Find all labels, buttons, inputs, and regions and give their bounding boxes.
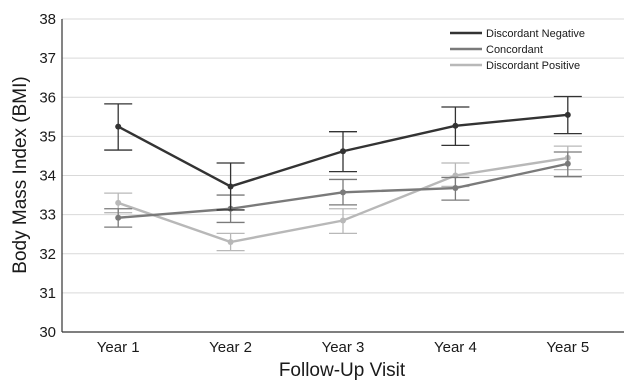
y-tick-label: 32 [39,246,56,263]
y-tick-label: 36 [39,89,56,106]
legend-item: Discordant Negative [450,28,585,40]
data-point [340,189,346,196]
x-tick-label: Year 5 [546,339,589,356]
axes [61,19,624,333]
legend: Discordant Negative Concordant Discordant … [450,28,585,72]
y-tick-label: 35 [39,128,56,145]
data-point [564,111,571,118]
y-axis-title: Body Mass Index (BMI) [10,76,31,273]
series-discordant-negative [104,95,582,211]
data-point [115,199,122,206]
x-tick-label: Year 2 [209,339,252,356]
y-tick-label: 30 [39,324,56,341]
data-point [340,217,346,224]
x-tick-label: Year 1 [97,339,140,356]
data-point [564,160,571,167]
y-tick-label: 37 [39,50,56,67]
y-tick-label: 34 [39,168,56,185]
y-tick-label: 33 [39,207,56,224]
data-point [227,239,234,246]
legend-label: Discordant Positive [486,60,580,72]
data-point [115,123,122,130]
x-tick-label: Year 4 [434,339,477,356]
data-point [452,122,459,129]
legend-label: Discordant Negative [486,28,585,40]
legend-label: Concordant [486,44,543,56]
y-tick-label: 31 [39,285,56,302]
x-axis-title: Follow-Up Visit [279,360,406,381]
y-tick-label: 38 [39,11,56,28]
data-point [452,185,459,192]
data-point [115,214,122,221]
series-concordant [104,151,582,228]
tick-labels: 30 31 32 33 34 35 36 37 38 Year 1 Year 2 Year 3 Year… [39,11,589,356]
x-tick-label: Year 3 [322,339,365,356]
legend-item: Concordant [450,44,543,56]
series-layer [104,95,582,252]
data-point [340,148,346,155]
series-discordant-positive [104,145,582,252]
data-point [227,183,234,190]
legend-item: Discordant Positive [450,60,580,72]
